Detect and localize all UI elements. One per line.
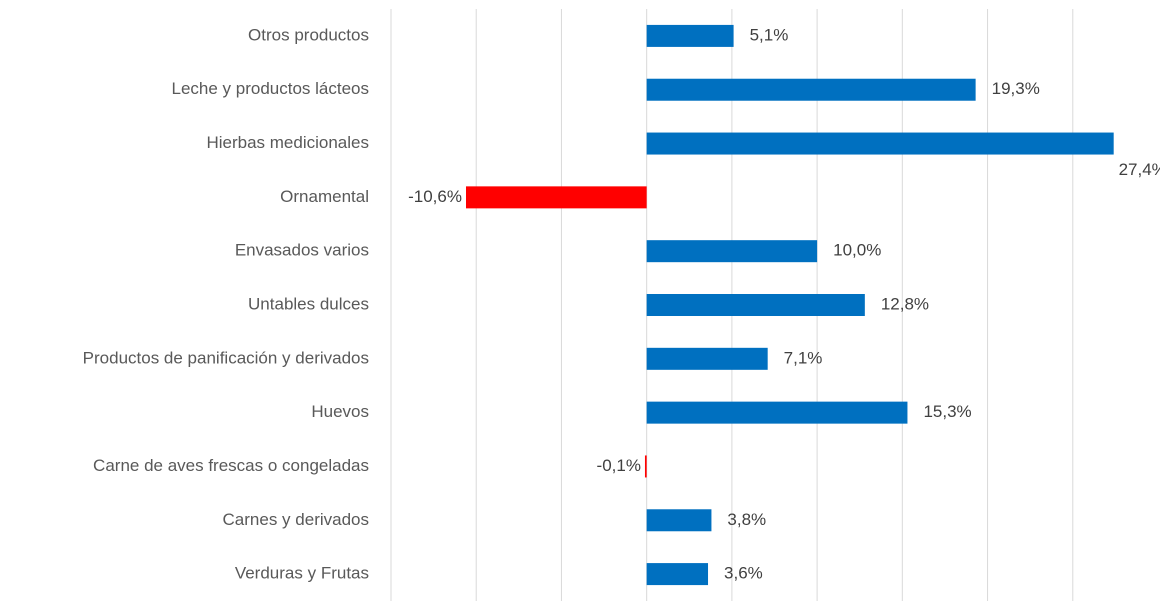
y-tick-label: Otros productos: [248, 25, 369, 44]
y-tick-label: Carne de aves frescas o congeladas: [93, 456, 369, 475]
y-tick-label: Ornamental: [280, 187, 369, 206]
y-tick-label: Hierbas medicionales: [206, 133, 369, 152]
bar: [646, 509, 712, 532]
data-label: 10,0%: [833, 241, 881, 260]
bar: [465, 186, 647, 209]
data-label: 12,8%: [881, 294, 929, 313]
bar: [646, 347, 768, 370]
bar: [646, 24, 734, 47]
bar: [644, 455, 647, 478]
y-tick-label: Carnes y derivados: [223, 510, 369, 529]
bar: [646, 240, 818, 263]
y-tick-label: Huevos: [311, 402, 369, 421]
data-label: 27,4%: [1119, 160, 1160, 179]
y-tick-label: Verduras y Frutas: [235, 564, 369, 583]
data-label: 5,1%: [750, 25, 789, 44]
y-tick-label: Leche y productos lácteos: [171, 79, 369, 98]
data-label: 19,3%: [992, 79, 1040, 98]
data-label: -0,1%: [597, 456, 641, 475]
bar: [646, 563, 709, 586]
data-label: 3,8%: [727, 510, 766, 529]
y-tick-label: Productos de panificación y derivados: [83, 348, 369, 367]
data-label: 7,1%: [784, 348, 823, 367]
bar: [646, 78, 976, 101]
data-label: 15,3%: [923, 402, 971, 421]
bar: [646, 401, 908, 424]
bar: [646, 132, 1114, 155]
y-tick-label: Envasados varios: [235, 241, 369, 260]
data-label: 3,6%: [724, 564, 763, 583]
bar: [646, 294, 865, 316]
y-tick-label: Untables dulces: [248, 294, 369, 313]
data-label: -10,6%: [408, 187, 462, 206]
